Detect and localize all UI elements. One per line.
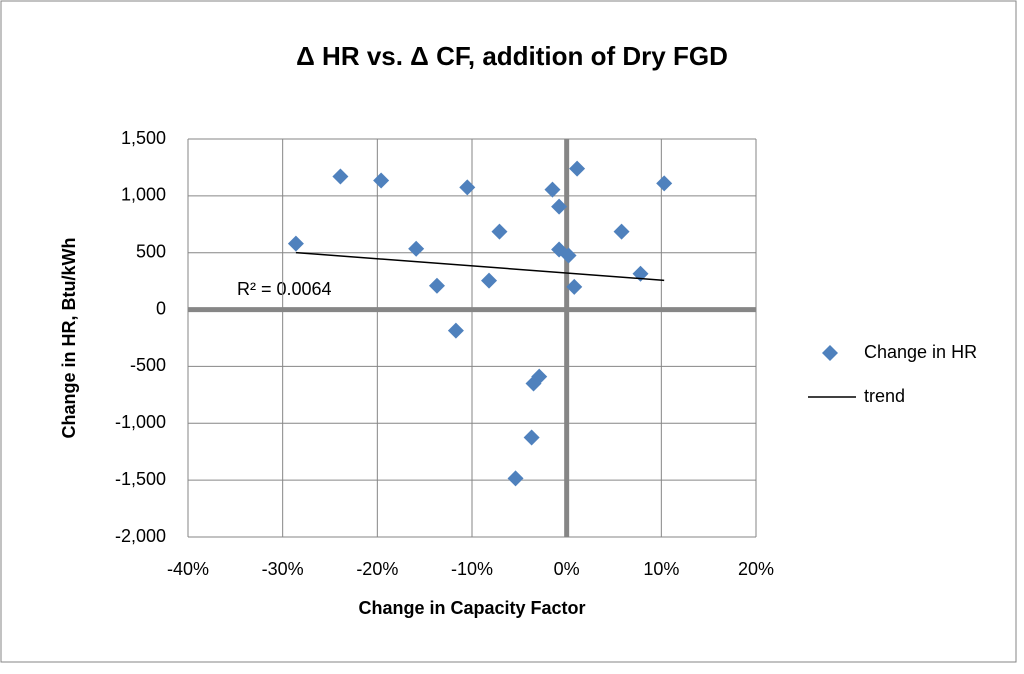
data-point <box>428 277 445 294</box>
data-point <box>447 322 464 339</box>
chart-title: Δ HR vs. Δ CF, addition of Dry FGD <box>296 41 728 71</box>
data-point <box>332 168 349 185</box>
x-tick-label: 0% <box>554 559 580 579</box>
x-tick-label: -10% <box>451 559 493 579</box>
y-tick-label: 500 <box>136 241 166 261</box>
annotation: R² = 0.0064 <box>237 279 332 299</box>
data-point <box>656 175 673 192</box>
data-point <box>551 198 568 215</box>
x-axis-title: Change in Capacity Factor <box>358 598 585 618</box>
y-tick-label: -2,000 <box>115 526 166 546</box>
y-tick-label: 0 <box>156 298 166 318</box>
data-point <box>459 179 476 196</box>
data-point <box>481 272 498 289</box>
chart-border <box>0 0 1017 663</box>
y-tick-label: 1,000 <box>121 185 166 205</box>
data-point <box>566 278 583 295</box>
x-tick-label: -20% <box>356 559 398 579</box>
data-point <box>531 368 548 385</box>
grid <box>187 138 757 538</box>
data-point <box>507 470 524 487</box>
x-tick-label: 10% <box>643 559 679 579</box>
data-point <box>523 429 540 446</box>
data-point <box>560 247 577 264</box>
y-tick-label: -1,000 <box>115 412 166 432</box>
y-tick-label: 1,500 <box>121 128 166 148</box>
data-point <box>613 223 630 240</box>
x-tick-label: 20% <box>738 559 774 579</box>
data-point <box>373 172 390 189</box>
trend-line <box>295 251 665 282</box>
legend-label: Change in HR <box>864 342 977 362</box>
data-point <box>287 235 304 252</box>
legend-label: trend <box>864 386 905 406</box>
x-tick-label: -40% <box>167 559 209 579</box>
legend-marker <box>822 345 838 361</box>
y-axis-title: Change in HR, Btu/kWh <box>59 238 79 439</box>
y-tick-label: -500 <box>130 355 166 375</box>
data-point <box>544 181 561 198</box>
data-point <box>491 223 508 240</box>
zero-lines <box>188 139 756 537</box>
data-point <box>408 240 425 257</box>
y-tick-label: -1,500 <box>115 469 166 489</box>
data-point <box>569 160 586 177</box>
x-tick-label: -30% <box>262 559 304 579</box>
